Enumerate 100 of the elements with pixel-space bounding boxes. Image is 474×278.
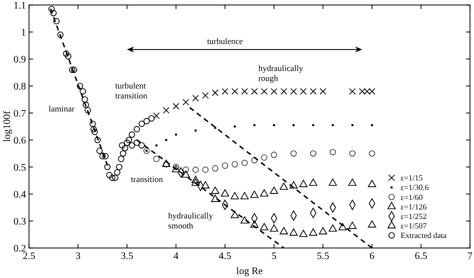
point [65,53,72,60]
point [270,152,278,158]
point [82,96,88,103]
point [109,174,116,181]
x-tick-label: 5.5 [316,251,330,262]
point [289,181,298,188]
point [192,94,199,102]
point [250,190,259,198]
point [230,210,239,218]
annotation: hydraulically smooth [168,210,214,230]
legend-label: ε=1/15 [400,174,423,183]
point [112,174,118,181]
y-tick-label: 0.8 [14,82,26,92]
x-tick-label: 5 [272,251,276,262]
point [318,227,328,234]
point [328,224,337,232]
point [96,148,103,154]
point [90,120,96,127]
point [126,136,132,144]
point [84,107,91,114]
point [338,223,347,230]
point [106,172,113,178]
point [348,178,357,186]
point [70,66,78,73]
point [191,176,200,184]
annotation: turbulent transition [115,80,148,101]
annotation: turbulence [207,36,244,46]
point [251,157,258,164]
legend-label: Extracted data [400,231,448,240]
point [309,228,318,236]
point [48,6,55,12]
point [320,88,326,95]
point [348,222,357,229]
point [122,144,128,152]
point [143,118,150,124]
y-tick-label: 0.3 [14,216,26,228]
point [90,126,97,132]
point [162,106,170,114]
point [94,136,101,144]
point [232,161,238,168]
point [280,227,288,234]
point [260,223,268,230]
point [118,142,126,149]
y-tick-label: 1 [21,28,26,38]
point [118,156,124,162]
point [57,32,64,38]
point [201,181,210,188]
point [63,50,70,57]
point [211,186,220,194]
x-axis-title: log Re [236,266,264,277]
point [182,166,189,173]
point [270,88,278,95]
point [270,224,278,232]
point [220,189,230,197]
point [251,88,258,95]
point [290,88,297,95]
point [153,112,160,120]
point [104,164,111,170]
x-tick-label: 4.5 [218,251,232,262]
y-axis-title: log100f [2,110,13,142]
point [349,88,356,95]
point [53,18,60,24]
point [328,178,337,186]
point [368,150,376,157]
point [120,150,126,157]
x-tick-label: 6.5 [414,251,428,262]
point [192,166,199,173]
point [148,115,155,122]
point [231,88,238,95]
y-tick-label: 0.9 [14,54,26,66]
x-tick-label: 7 [468,251,472,262]
point [134,126,140,132]
point [211,194,220,202]
legend-label: ε=1/30.6 [400,183,429,192]
x-tick-label: 3 [76,251,80,262]
point [330,148,336,156]
x-tick-label: 4 [174,251,178,262]
point [212,89,219,96]
point [310,150,316,157]
point [240,192,249,200]
point [138,142,145,149]
point [240,216,249,224]
point [76,82,84,90]
point [116,164,122,170]
point [128,142,136,149]
y-tick-label: 1.1 [14,0,26,12]
point [114,169,120,176]
point [230,192,239,200]
point [68,66,76,73]
point [280,182,288,190]
point [299,180,308,188]
legend-label: ε=1/126 [400,202,427,212]
y-tick-label: 0.4 [14,190,26,200]
point [102,153,109,160]
point [202,166,209,173]
legend-label: ε=1/60 [400,192,423,202]
legend-label: ε=1/507 [400,222,427,231]
point [134,140,140,146]
point [124,140,130,146]
point [172,102,180,110]
